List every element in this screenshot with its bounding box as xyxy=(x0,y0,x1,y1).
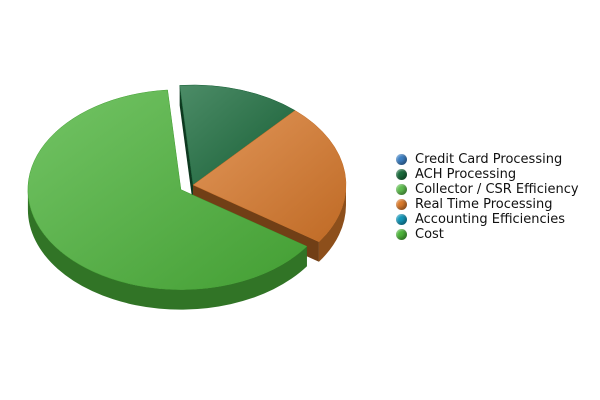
legend-label: ACH Processing xyxy=(415,167,517,182)
pie-slice-ach-processing[interactable] xyxy=(179,84,296,186)
legend-item-collector-csr-efficiency[interactable]: Collector / CSR Efficiency xyxy=(396,182,579,197)
legend-item-ach-processing[interactable]: ACH Processing xyxy=(396,167,579,182)
legend-item-credit-card-processing[interactable]: Credit Card Processing xyxy=(396,152,579,167)
legend-marker-icon xyxy=(396,169,407,180)
legend-marker-icon xyxy=(396,154,407,165)
legend-marker-icon xyxy=(396,229,407,240)
pie-slice-wall-ach-processing-0 xyxy=(179,85,193,205)
legend-item-accounting-efficiencies[interactable]: Accounting Efficiencies xyxy=(396,212,579,227)
legend-label: Credit Card Processing xyxy=(415,152,563,167)
pie-slice-side-cost-0 xyxy=(27,189,307,310)
pie-slice-real-time-processing[interactable] xyxy=(192,110,347,243)
legend-marker-icon xyxy=(396,214,407,225)
pie-slice-side-real-time-processing-0 xyxy=(318,185,346,262)
legend-label: Accounting Efficiencies xyxy=(415,212,566,227)
pie-slice-cost[interactable] xyxy=(27,89,308,290)
legend-item-real-time-processing[interactable]: Real Time Processing xyxy=(396,197,579,212)
legend-label: Collector / CSR Efficiency xyxy=(415,182,579,197)
legend: Credit Card Processing ACH Processing Co… xyxy=(396,152,579,242)
legend-label: Cost xyxy=(415,227,444,242)
legend-marker-icon xyxy=(396,184,407,195)
legend-item-cost[interactable]: Cost xyxy=(396,227,579,242)
legend-label: Real Time Processing xyxy=(415,197,553,212)
legend-marker-icon xyxy=(396,199,407,210)
